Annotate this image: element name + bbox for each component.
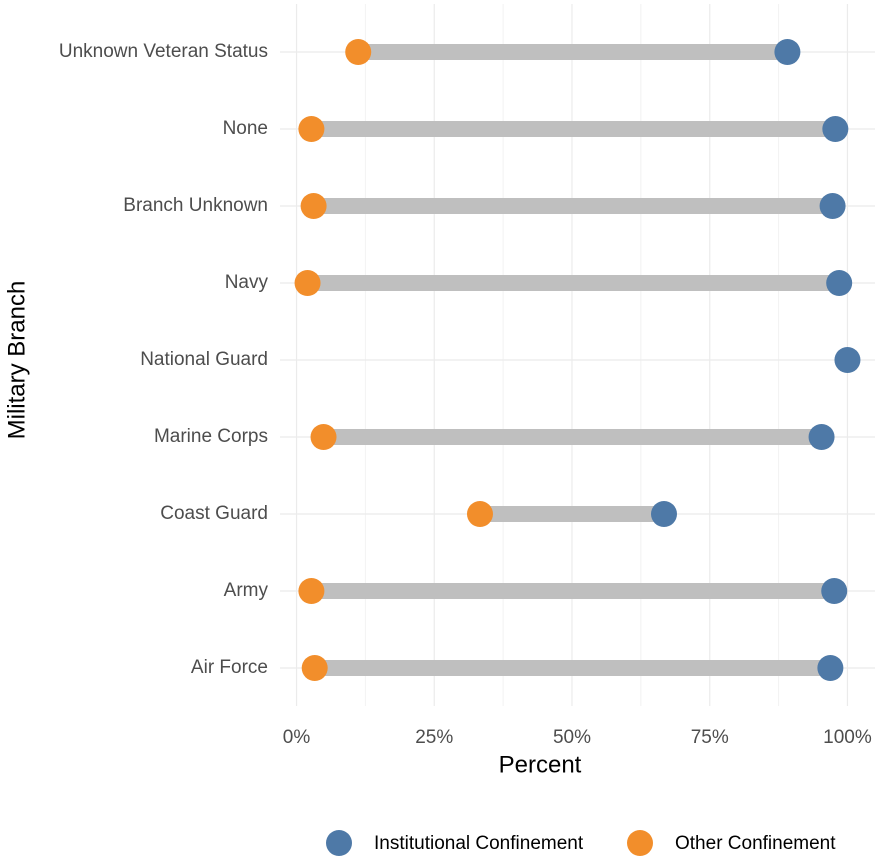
dot: [774, 39, 801, 65]
legend-swatch: [627, 830, 653, 856]
x-tick-label: 75%: [691, 727, 729, 748]
x-tick-label: 50%: [553, 727, 591, 748]
y-tick-label: Navy: [225, 272, 269, 293]
y-tick-label: Unknown Veteran Status: [59, 41, 268, 62]
dot: [310, 424, 337, 450]
dot: [834, 347, 861, 373]
dot: [808, 424, 835, 450]
legend-swatch: [326, 830, 352, 856]
dot: [826, 270, 853, 296]
y-axis-label: Military Branch: [3, 281, 30, 440]
y-tick-label: None: [223, 118, 268, 139]
x-axis-label: Percent: [499, 751, 582, 778]
legend-label: Other Confinement: [675, 833, 836, 854]
dot: [294, 270, 321, 296]
dot: [345, 39, 372, 65]
dot: [650, 501, 677, 527]
y-tick-label: Marine Corps: [154, 426, 268, 447]
x-tick-label: 0%: [283, 727, 311, 748]
dot: [466, 501, 493, 527]
dot: [822, 116, 849, 142]
dot: [298, 116, 325, 142]
dot: [298, 578, 325, 604]
dot: [821, 578, 848, 604]
x-tick-label: 100%: [823, 727, 872, 748]
y-tick-label: Coast Guard: [160, 503, 268, 524]
x-tick-label: 25%: [415, 727, 453, 748]
legend-label: Institutional Confinement: [374, 833, 584, 854]
y-tick-label: Air Force: [191, 657, 268, 678]
dot: [819, 193, 846, 219]
dot: [301, 655, 328, 681]
dot: [817, 655, 844, 681]
y-tick-label: National Guard: [140, 349, 268, 370]
dot: [300, 193, 327, 219]
y-tick-label: Branch Unknown: [123, 195, 268, 216]
y-tick-label: Army: [224, 580, 269, 601]
